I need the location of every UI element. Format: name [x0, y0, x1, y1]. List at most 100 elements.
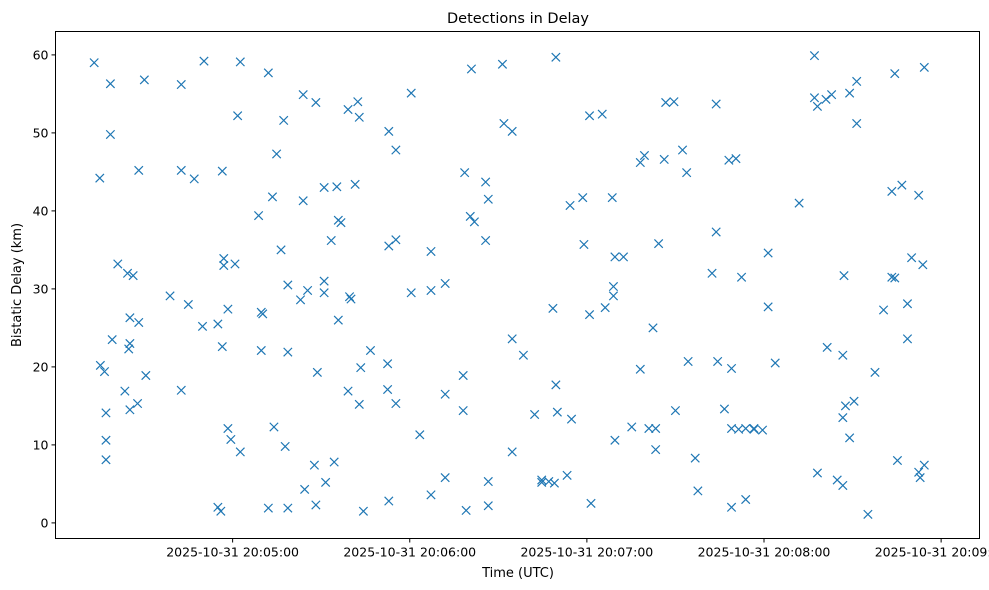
data-point [902, 334, 913, 344]
data-point [600, 302, 610, 313]
data-point [683, 356, 693, 367]
data-point [644, 423, 654, 434]
data-point [279, 115, 289, 126]
data-point [480, 177, 491, 187]
data-point [551, 52, 561, 62]
data-point [283, 280, 293, 290]
data-point [276, 245, 286, 255]
data-point [217, 341, 227, 352]
data-point [659, 154, 669, 165]
data-point [497, 59, 508, 69]
data-point [326, 235, 336, 246]
data-point [216, 506, 226, 516]
data-point [897, 180, 907, 190]
data-point [125, 338, 135, 349]
data-point [350, 179, 360, 190]
data-point [578, 193, 588, 203]
x-tick-label: 2025-10-31 20:08:00 [698, 545, 831, 560]
data-point [298, 90, 308, 100]
data-point [223, 423, 233, 434]
x-tick-label: 2025-10-31 20:09:00 [875, 545, 989, 560]
data-point [406, 88, 416, 98]
y-tick-label: 0 [41, 515, 49, 530]
data-point [653, 239, 664, 249]
data-point [635, 364, 645, 374]
x-axis-label: Time (UTC) [481, 566, 554, 581]
y-axis-label: Bistatic Delay (km) [10, 223, 25, 347]
data-point [608, 281, 619, 292]
data-point [887, 186, 897, 197]
data-point [608, 291, 619, 301]
data-point [483, 476, 493, 487]
data-point [826, 90, 837, 100]
plot-area [89, 51, 929, 519]
data-point [551, 380, 561, 390]
data-point [906, 253, 917, 263]
data-point [235, 447, 245, 457]
data-point [507, 334, 517, 344]
data-point [838, 350, 848, 360]
data-point [356, 363, 366, 373]
data-point [107, 334, 117, 345]
data-point [298, 196, 308, 206]
data-point [670, 405, 681, 416]
data-point [134, 165, 144, 175]
data-point [726, 502, 737, 512]
data-point [918, 260, 928, 270]
data-point [639, 150, 650, 161]
data-point [890, 68, 900, 79]
data-point [312, 367, 322, 377]
data-point [661, 97, 671, 108]
data-point [844, 88, 855, 98]
data-point [902, 299, 913, 309]
chart-title: Detections in Delay [447, 11, 589, 27]
data-point [693, 486, 703, 496]
data-point [346, 294, 356, 304]
data-point [584, 310, 595, 320]
data-point [458, 370, 468, 381]
data-point [219, 253, 229, 264]
data-point [132, 398, 143, 409]
data-point [122, 268, 133, 278]
data-point [809, 93, 820, 103]
data-point [197, 321, 208, 331]
data-point [134, 317, 144, 328]
data-point [863, 509, 873, 519]
data-point [120, 386, 130, 396]
data-point [552, 407, 562, 417]
data-point [226, 434, 236, 445]
data-point [354, 112, 364, 122]
data-point [95, 360, 105, 370]
data-point [682, 168, 692, 178]
data-point [844, 433, 855, 443]
data-point [99, 366, 110, 377]
data-point [319, 276, 329, 286]
x-tick-label: 2025-10-31 20:05:00 [166, 545, 299, 560]
data-point [890, 273, 900, 283]
data-point [757, 425, 768, 435]
data-point [878, 305, 889, 315]
data-point [741, 494, 751, 505]
data-point [914, 467, 924, 477]
y-tick-label: 50 [33, 125, 49, 140]
data-point [731, 154, 741, 164]
data-point [919, 460, 929, 470]
data-point [426, 246, 436, 257]
data-point [125, 405, 135, 415]
data-point [105, 79, 116, 89]
data-point [283, 503, 293, 513]
data-point [319, 288, 329, 298]
data-point [838, 412, 848, 423]
data-point [258, 309, 268, 319]
y-tick-label: 20 [33, 359, 49, 374]
data-point [354, 399, 364, 409]
data-point [217, 166, 227, 176]
data-point [235, 57, 245, 67]
data-point [544, 476, 554, 487]
data-point [382, 359, 393, 369]
data-point [507, 447, 517, 457]
data-point [919, 62, 929, 73]
data-point [101, 435, 111, 445]
data-point [610, 252, 620, 262]
data-point [763, 302, 773, 312]
